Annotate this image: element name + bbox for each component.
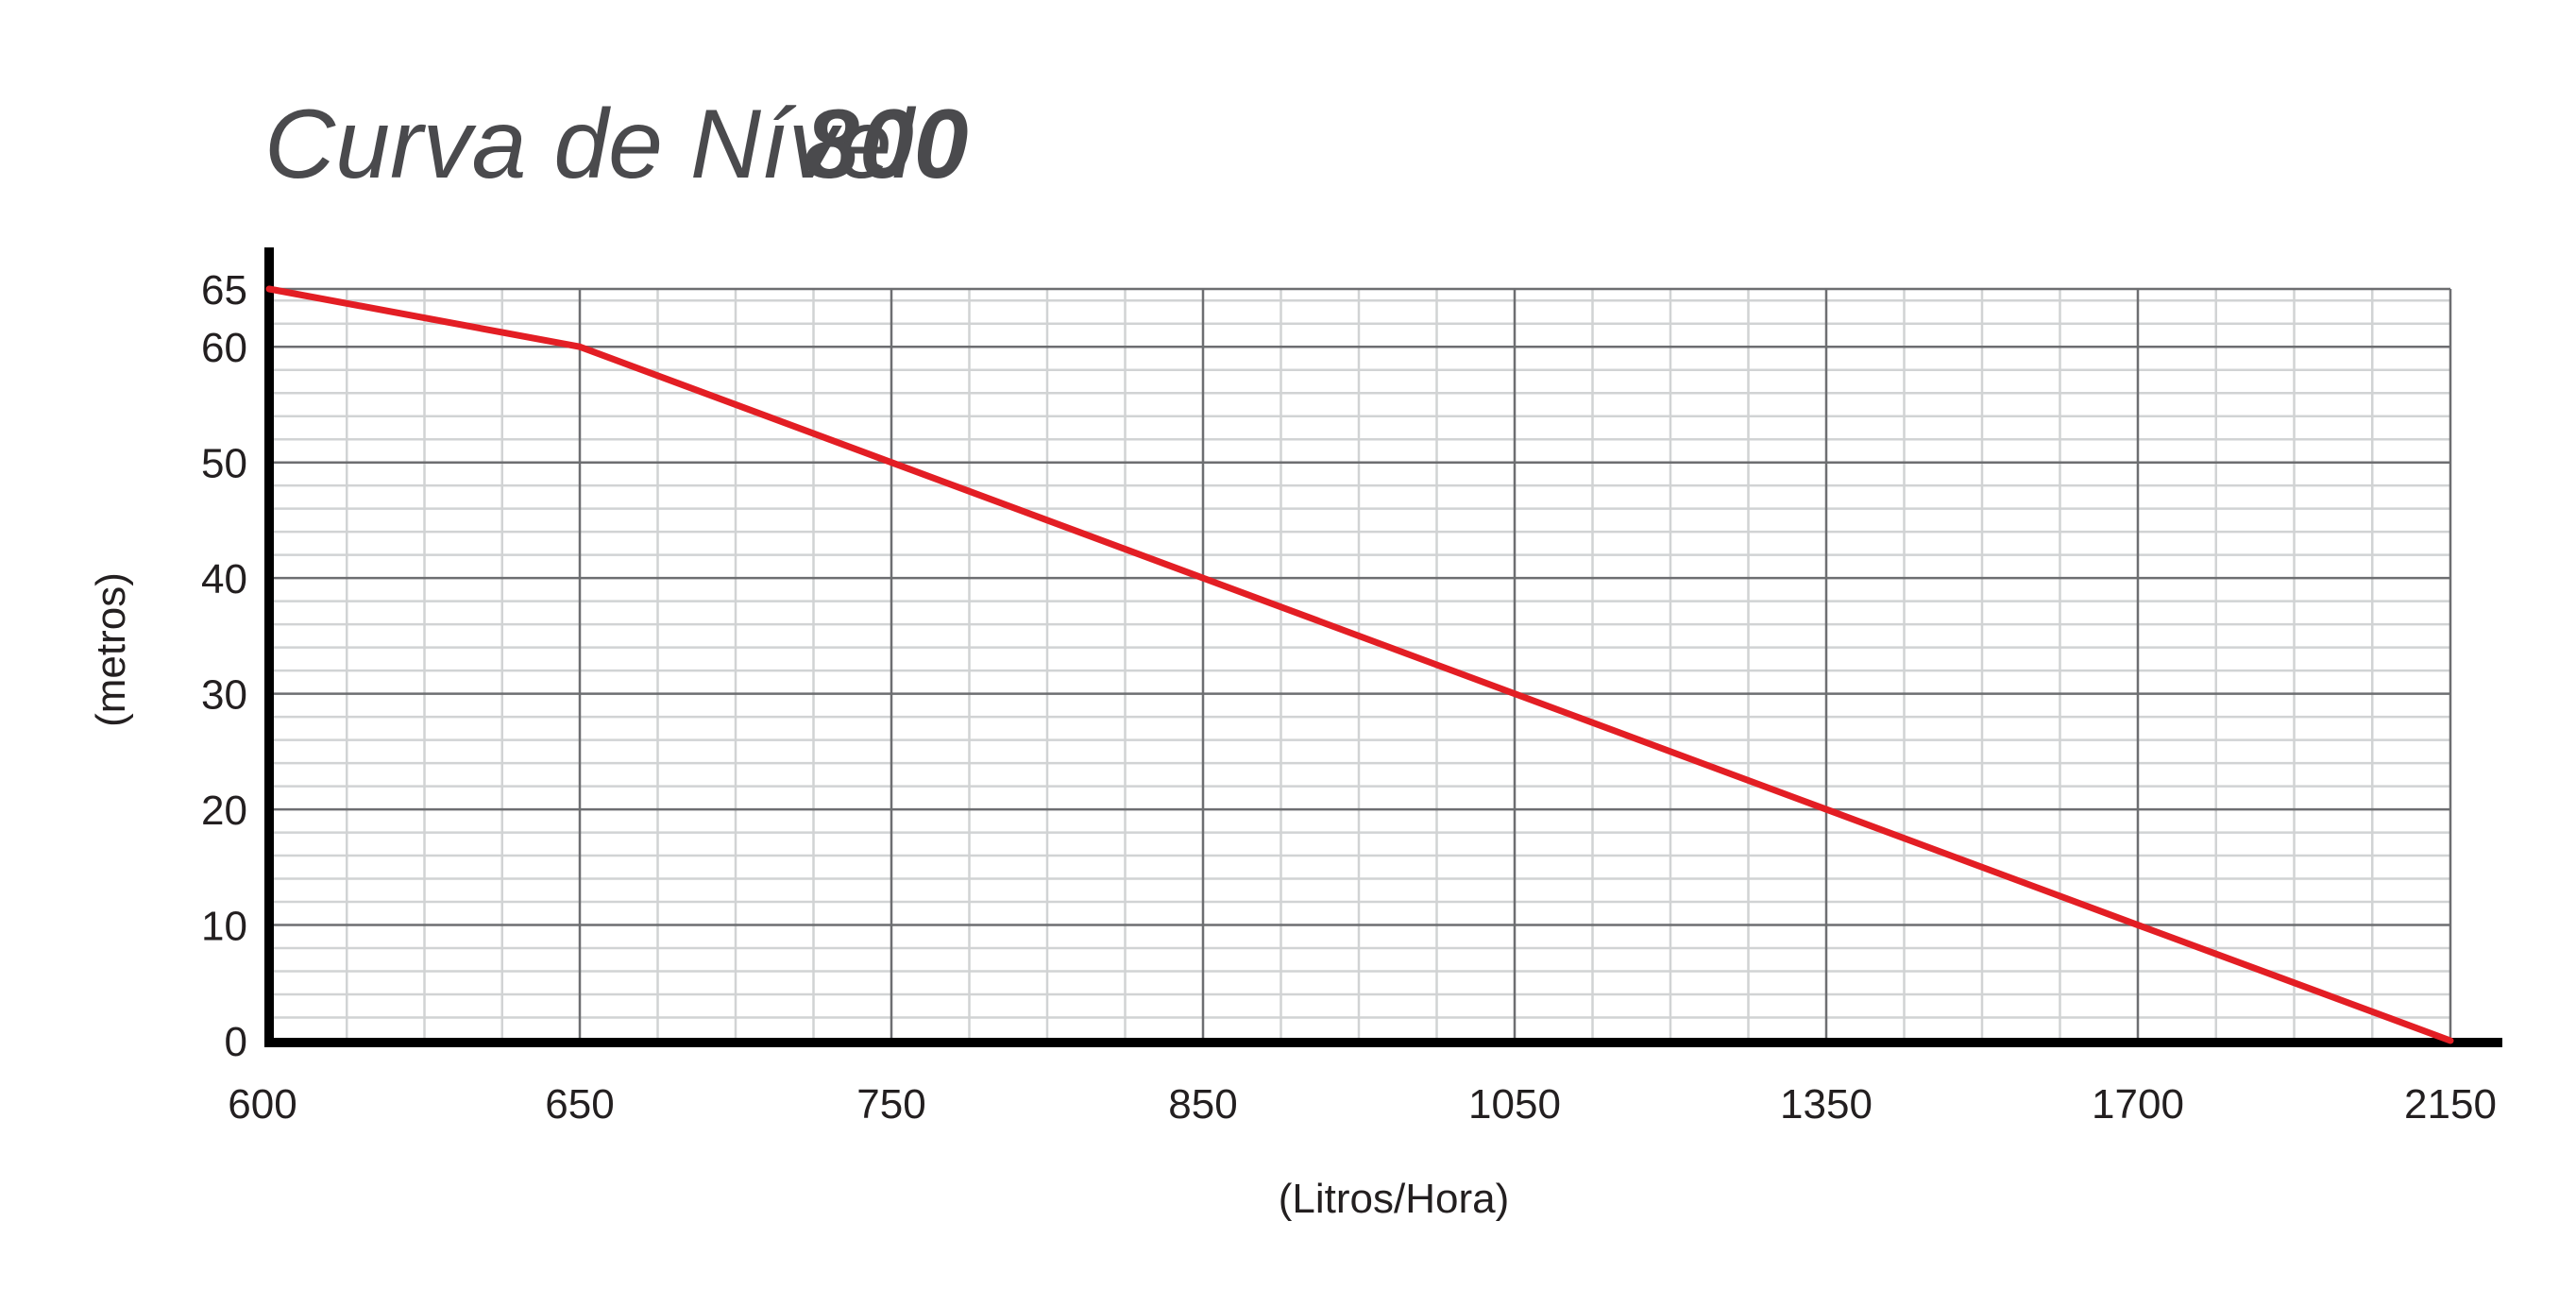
y-tick-label: 0 <box>225 1019 247 1065</box>
chart-title: Curva de Nível <box>264 90 917 199</box>
x-tick-label: 1050 <box>1468 1081 1561 1128</box>
axes <box>264 247 2502 1047</box>
chart-model-number: 800 <box>805 90 969 199</box>
y-tick-label: 10 <box>201 904 247 950</box>
y-tick-label: 40 <box>201 556 247 602</box>
y-tick-labels: 0 10 20 30 40 50 60 65 <box>201 267 247 1065</box>
major-grid <box>269 287 2452 1041</box>
x-tick-label: 750 <box>856 1081 925 1128</box>
x-tick-label: 1350 <box>1780 1081 1873 1128</box>
x-tick-label: 600 <box>228 1081 297 1128</box>
y-tick-label: 65 <box>201 267 247 314</box>
y-tick-label: 30 <box>201 672 247 719</box>
series-layer <box>265 285 2454 1044</box>
x-tick-label: 850 <box>1168 1081 1237 1128</box>
y-axis-title: (metros) <box>88 572 134 727</box>
y-tick-label: 60 <box>201 325 247 371</box>
y-tick-label: 20 <box>201 788 247 834</box>
series-line-0 <box>265 285 2454 1044</box>
x-axis-title: (Litros/Hora) <box>1279 1176 1510 1222</box>
x-tick-labels: 600 650 750 850 1050 1350 1700 2150 <box>228 1081 2497 1128</box>
x-tick-label: 650 <box>545 1081 614 1128</box>
x-tick-label: 2150 <box>2404 1081 2497 1128</box>
y-tick-label: 50 <box>201 441 247 487</box>
x-tick-label: 1700 <box>2092 1081 2184 1128</box>
minor-grid <box>269 289 2450 1041</box>
